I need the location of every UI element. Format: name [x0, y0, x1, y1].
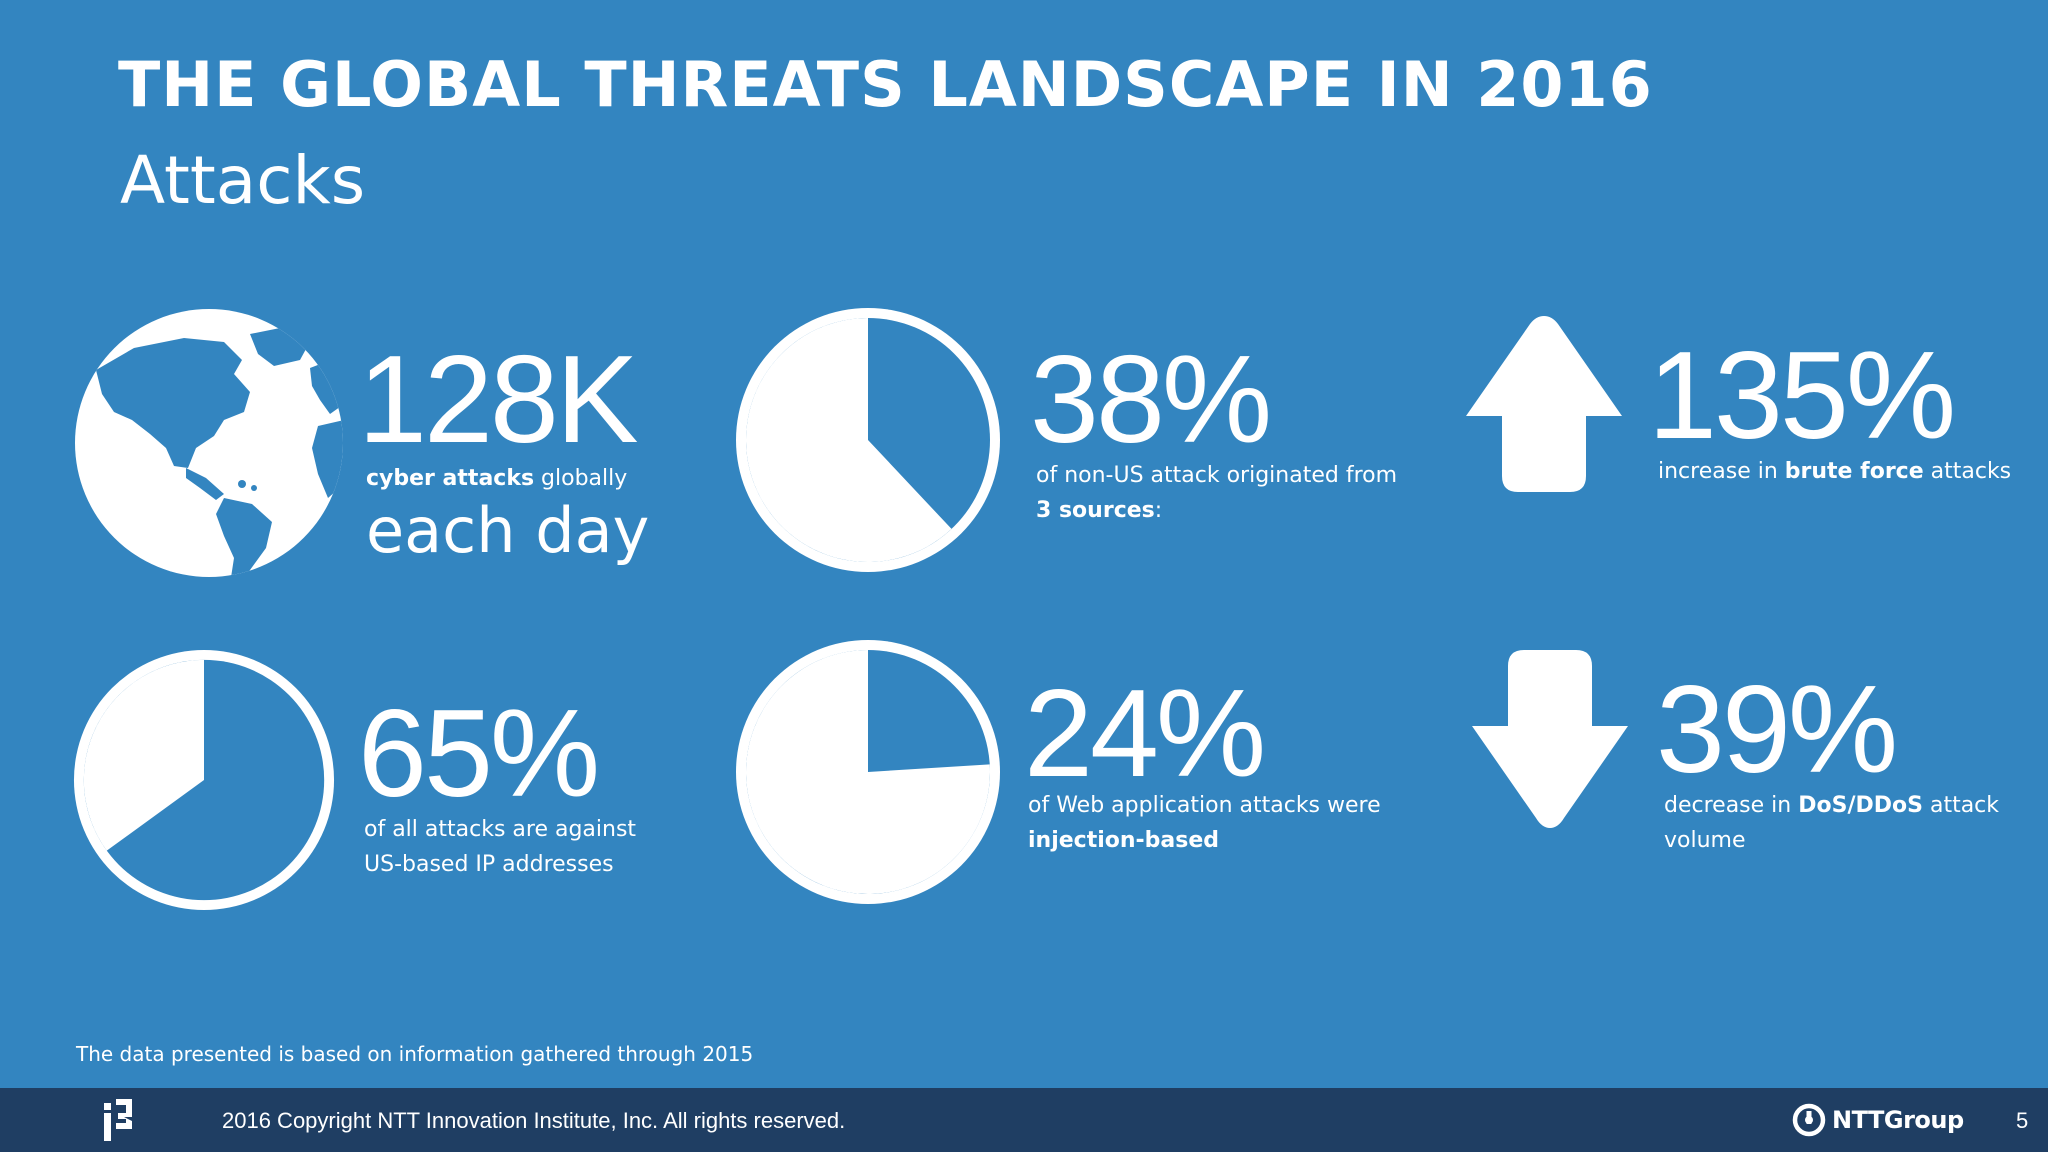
brand-name: NTTGroup: [1832, 1106, 1964, 1134]
stat-desc-pre: decrease in: [1664, 793, 1799, 818]
stat-desc-line1: of non-US attack originated from: [1036, 463, 1398, 488]
page-subtitle: Attacks: [120, 142, 366, 219]
arrow-down-icon: [1472, 650, 1628, 828]
page-title: THE GLOBAL THREATS LANDSCAPE IN 2016: [118, 48, 1653, 121]
stat-desc-rest: attacks: [1923, 459, 2012, 484]
stat-value-attacks-per-day: 128K: [358, 331, 639, 469]
stat-desc-bold: brute force: [1784, 459, 1924, 484]
page-number: 5: [2016, 1108, 2029, 1133]
stat-desc-rest: :: [1154, 498, 1163, 523]
stat-desc-bold: DoS/DDoS: [1798, 793, 1923, 818]
stat-value-non-us-sources: 38%: [1030, 331, 1272, 469]
pie-slice-remainder: [746, 650, 991, 894]
footer-bar: 2016 Copyright NTT Innovation Institute,…: [0, 1088, 2048, 1152]
stat-desc-non-us-sources: of non-US attack originated from 3 sourc…: [1036, 458, 1397, 528]
copyright-text: 2016 Copyright NTT Innovation Institute,…: [222, 1108, 846, 1133]
footnote: The data presented is based on informati…: [76, 1042, 754, 1066]
pie-slice-remainder: [745, 317, 952, 562]
stat-desc-line2: US-based IP addresses: [364, 852, 614, 877]
stat-desc-attacks-per-day: cyber attacks globally: [366, 461, 627, 496]
stat-desc-bold: cyber attacks: [366, 466, 535, 491]
arrow-up-icon: [1466, 316, 1622, 492]
stat-desc-bold: 3 sources: [1036, 498, 1155, 523]
stat-value-us-based: 65%: [358, 685, 600, 823]
globe-icon: [75, 309, 343, 577]
stat-value-brute-force: 135%: [1648, 327, 1956, 465]
stat-extra-each-day: each day: [366, 494, 650, 567]
stat-desc-ddos: decrease in DoS/DDoS attack volume: [1664, 788, 1999, 858]
pie-chart-icon: [73, 649, 335, 911]
stat-value-ddos: 39%: [1656, 661, 1898, 799]
stat-desc-line1: of all attacks are against: [364, 817, 637, 842]
ntt-group-logo: NTTGroup: [1792, 1102, 1964, 1138]
stat-desc-rest: globally: [534, 466, 628, 491]
stat-desc-bold: injection-based: [1028, 828, 1220, 853]
pie-chart-icon: [736, 308, 1000, 572]
stat-desc-injection: of Web application attacks were injectio…: [1028, 788, 1381, 858]
pie-slice-remainder: [83, 659, 204, 851]
stat-value-injection: 24%: [1024, 665, 1266, 803]
pie-chart-icon: [736, 640, 1000, 904]
ntt-i3-logo-icon: [104, 1099, 132, 1141]
ntt-emblem-icon: [1792, 1103, 1826, 1137]
stat-desc-brute-force: increase in brute force attacks: [1658, 454, 2011, 489]
stat-desc-pre: increase in: [1658, 459, 1785, 484]
stat-desc-us-based: of all attacks are against US-based IP a…: [364, 812, 636, 882]
stat-desc-line1: of Web application attacks were: [1028, 793, 1381, 818]
stat-desc-rest: attack: [1922, 793, 2000, 818]
stat-desc-line2: volume: [1664, 828, 1746, 853]
